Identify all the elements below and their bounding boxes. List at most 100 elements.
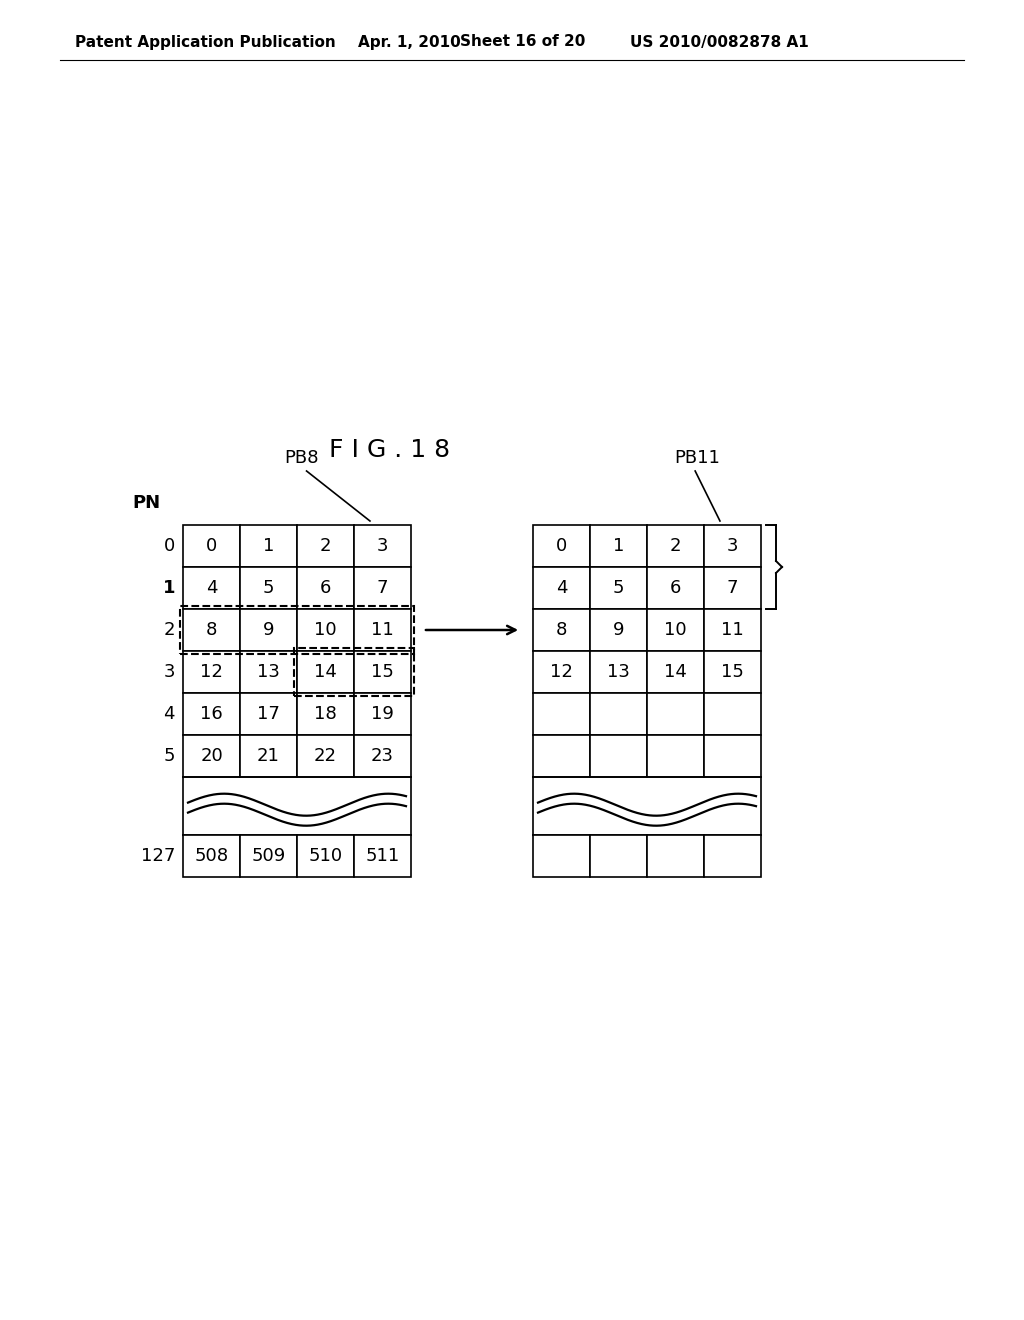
Bar <box>590 836 647 876</box>
Bar <box>183 693 240 735</box>
Bar <box>647 525 705 568</box>
Bar <box>183 735 240 777</box>
Text: Sheet 16 of 20: Sheet 16 of 20 <box>460 34 586 49</box>
Bar <box>297 525 354 568</box>
Text: 4: 4 <box>206 579 217 597</box>
Text: US 2010/0082878 A1: US 2010/0082878 A1 <box>630 34 809 49</box>
Text: 6: 6 <box>319 579 331 597</box>
Bar <box>183 568 240 609</box>
Text: 0: 0 <box>206 537 217 554</box>
Bar <box>647 836 705 876</box>
Text: 12: 12 <box>550 663 573 681</box>
Text: 0: 0 <box>556 537 567 554</box>
Text: 127: 127 <box>140 847 175 865</box>
Text: 1: 1 <box>263 537 274 554</box>
Text: 14: 14 <box>664 663 687 681</box>
Text: 509: 509 <box>251 847 286 865</box>
Bar <box>705 836 761 876</box>
Bar <box>297 568 354 609</box>
Bar <box>590 693 647 735</box>
Text: Patent Application Publication: Patent Application Publication <box>75 34 336 49</box>
Text: 17: 17 <box>257 705 280 723</box>
Text: 7: 7 <box>727 579 738 597</box>
Text: Apr. 1, 2010: Apr. 1, 2010 <box>358 34 461 49</box>
Bar <box>297 735 354 777</box>
Text: PN: PN <box>133 494 161 512</box>
Text: 11: 11 <box>721 620 743 639</box>
Bar <box>590 651 647 693</box>
Bar <box>590 609 647 651</box>
Bar <box>240 836 297 876</box>
Text: 10: 10 <box>665 620 687 639</box>
Text: 4: 4 <box>164 705 175 723</box>
Bar <box>297 609 354 651</box>
Text: 21: 21 <box>257 747 280 766</box>
Bar <box>183 836 240 876</box>
Text: 8: 8 <box>206 620 217 639</box>
Text: 13: 13 <box>607 663 630 681</box>
Text: 22: 22 <box>314 747 337 766</box>
Bar <box>534 836 590 876</box>
Text: 2: 2 <box>164 620 175 639</box>
Text: 18: 18 <box>314 705 337 723</box>
Bar <box>297 836 354 876</box>
Text: 5: 5 <box>164 747 175 766</box>
Text: 10: 10 <box>314 620 337 639</box>
Text: PB11: PB11 <box>674 449 720 467</box>
Bar <box>647 609 705 651</box>
Bar <box>354 651 411 693</box>
Bar <box>354 525 411 568</box>
Bar <box>184 777 410 834</box>
Bar <box>183 609 240 651</box>
Text: 1: 1 <box>163 579 175 597</box>
Bar <box>705 693 761 735</box>
Text: 3: 3 <box>727 537 738 554</box>
Text: 511: 511 <box>366 847 399 865</box>
Bar <box>354 693 411 735</box>
Text: 3: 3 <box>164 663 175 681</box>
Text: 7: 7 <box>377 579 388 597</box>
Bar <box>590 568 647 609</box>
Text: 1: 1 <box>612 537 625 554</box>
Bar <box>180 606 414 653</box>
Bar <box>647 735 705 777</box>
Bar <box>354 568 411 609</box>
Text: 0: 0 <box>164 537 175 554</box>
Bar <box>183 651 240 693</box>
Bar <box>240 568 297 609</box>
Bar <box>183 525 240 568</box>
Text: 510: 510 <box>308 847 343 865</box>
Text: 5: 5 <box>263 579 274 597</box>
Text: 2: 2 <box>670 537 681 554</box>
Text: 16: 16 <box>200 705 223 723</box>
Bar <box>705 525 761 568</box>
Text: 11: 11 <box>371 620 394 639</box>
Bar <box>705 568 761 609</box>
Text: 12: 12 <box>200 663 223 681</box>
Text: 15: 15 <box>721 663 744 681</box>
Text: 2: 2 <box>319 537 331 554</box>
Bar <box>534 525 590 568</box>
Text: 508: 508 <box>195 847 228 865</box>
Bar <box>240 609 297 651</box>
Bar <box>240 525 297 568</box>
Bar <box>297 651 354 693</box>
Bar <box>354 836 411 876</box>
Bar <box>705 735 761 777</box>
Text: 14: 14 <box>314 663 337 681</box>
Text: 9: 9 <box>263 620 274 639</box>
Bar <box>294 648 414 696</box>
Bar <box>590 735 647 777</box>
Bar <box>354 735 411 777</box>
Bar <box>705 651 761 693</box>
Text: 20: 20 <box>200 747 223 766</box>
Bar <box>240 651 297 693</box>
Bar <box>354 609 411 651</box>
Text: 6: 6 <box>670 579 681 597</box>
Text: 9: 9 <box>612 620 625 639</box>
Text: 3: 3 <box>377 537 388 554</box>
Text: 13: 13 <box>257 663 280 681</box>
Bar <box>240 693 297 735</box>
Bar <box>534 609 590 651</box>
Text: F I G . 1 8: F I G . 1 8 <box>330 438 451 462</box>
